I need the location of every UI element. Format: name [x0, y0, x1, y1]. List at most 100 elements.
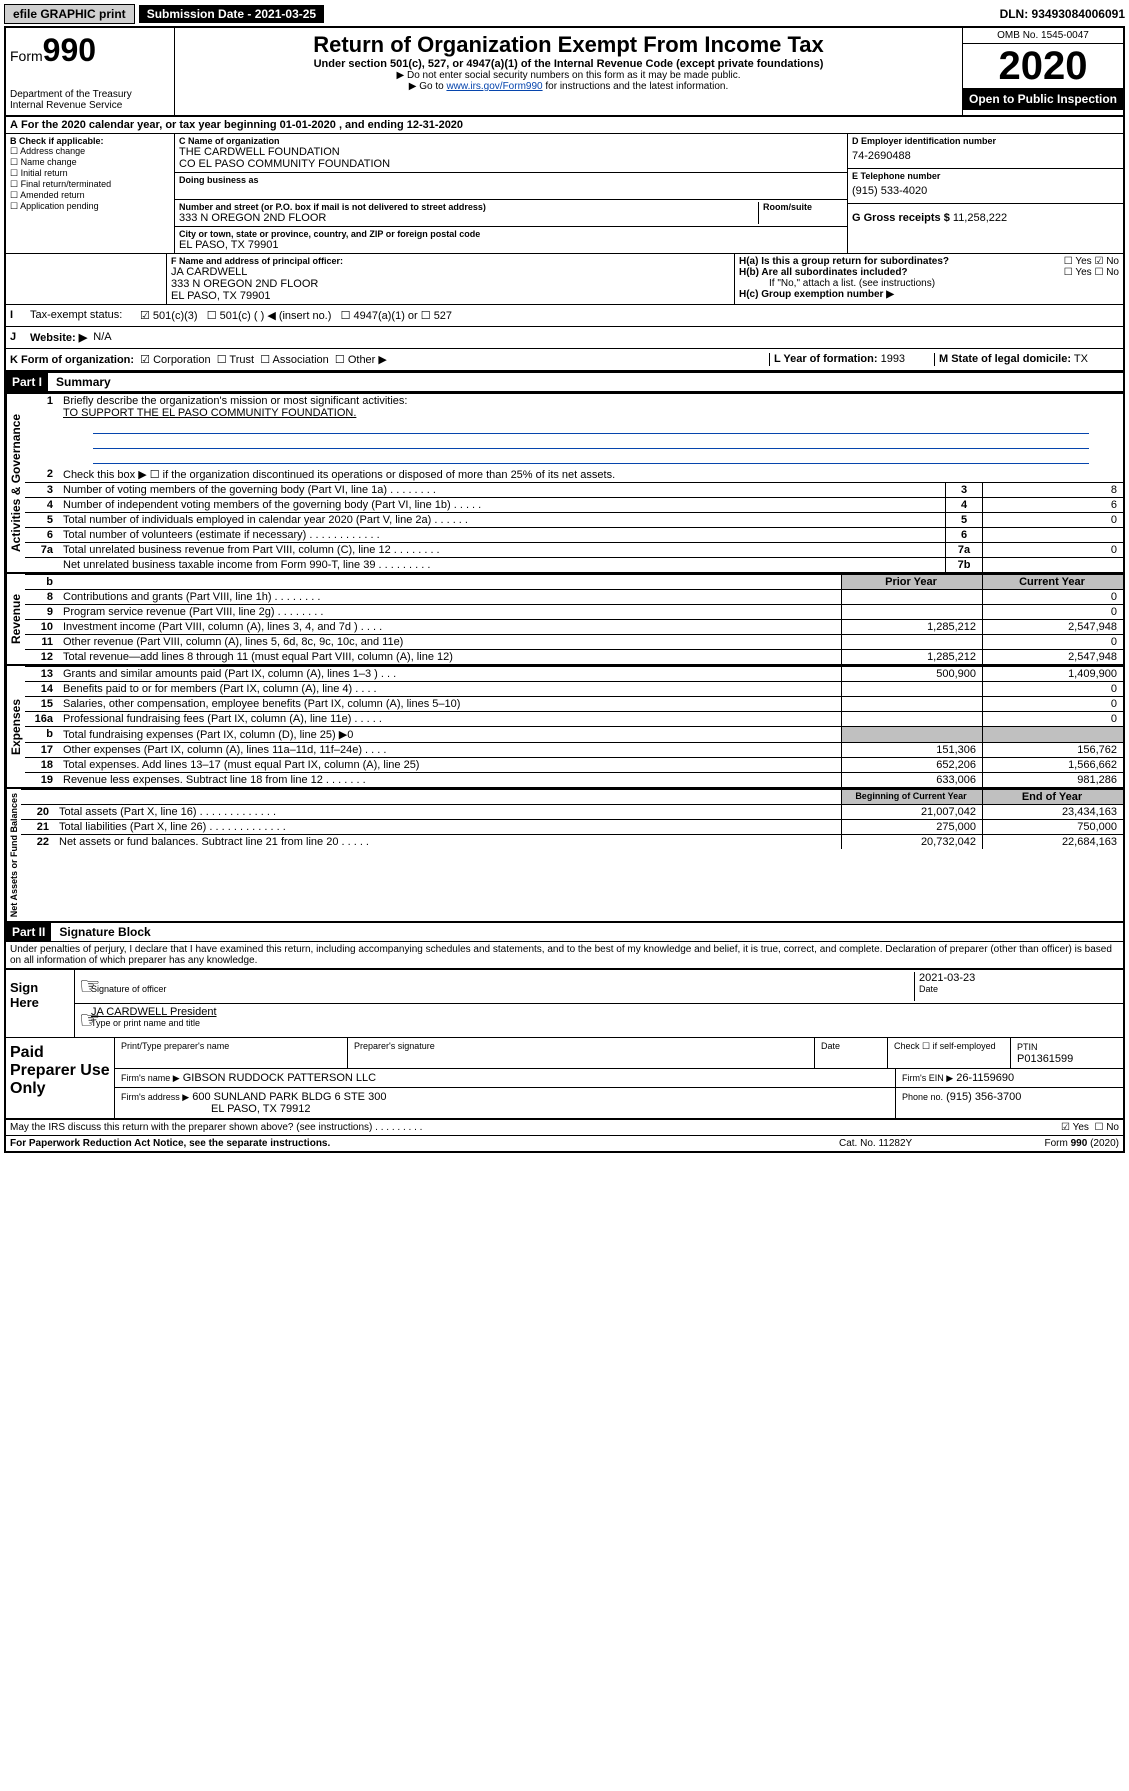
state-domicile: TX: [1074, 353, 1088, 365]
tax-year: 2020: [963, 44, 1123, 88]
hb-no[interactable]: No: [1094, 267, 1119, 278]
sign-date: 2021-03-23: [919, 972, 1119, 984]
table-row: 7aTotal unrelated business revenue from …: [25, 543, 1123, 558]
summary-revenue: Revenue b Prior Year Current Year 8Contr…: [6, 572, 1123, 664]
chk-name-change[interactable]: Name change: [10, 157, 170, 168]
section-fh: F Name and address of principal officer:…: [6, 254, 1123, 305]
form-footer: Form 990 (2020): [999, 1138, 1119, 1149]
table-row: 6Total number of volunteers (estimate if…: [25, 528, 1123, 543]
subtitle-3: ▶ Go to www.irs.gov/Form990 for instruct…: [179, 81, 958, 92]
room-label: Room/suite: [763, 202, 843, 212]
table-row: 16aProfessional fundraising fees (Part I…: [25, 712, 1123, 727]
table-row: 14Benefits paid to or for members (Part …: [25, 682, 1123, 697]
gross-receipts-value: 11,258,222: [953, 212, 1007, 224]
org-name-2: CO EL PASO COMMUNITY FOUNDATION: [179, 158, 843, 170]
h-b: H(b) Are all subordinates included? Yes …: [739, 267, 1119, 278]
table-row: 10Investment income (Part VIII, column (…: [25, 620, 1123, 635]
table-row: Net unrelated business taxable income fr…: [25, 558, 1123, 573]
vert-revenue: Revenue: [6, 574, 25, 664]
chk-initial-return[interactable]: Initial return: [10, 168, 170, 179]
chk-501c[interactable]: 501(c) ( ) ◀ (insert no.): [207, 309, 332, 322]
table-row: 18Total expenses. Add lines 13–17 (must …: [25, 758, 1123, 773]
dept-treasury: Department of the Treasury: [10, 89, 170, 100]
firm-addr1: 600 SUNLAND PARK BLDG 6 STE 300: [192, 1091, 386, 1103]
form-title: Return of Organization Exempt From Incom…: [179, 32, 958, 58]
efile-print-button[interactable]: efile GRAPHIC print: [4, 4, 135, 24]
sign-here-block: Sign Here ☞ Signature of officer 2021-03…: [6, 968, 1123, 1037]
sig-officer-label: Signature of officer: [91, 984, 914, 994]
chk-assoc[interactable]: Association: [260, 354, 329, 366]
hb-yes[interactable]: Yes: [1064, 267, 1092, 278]
cat-no: Cat. No. 11282Y: [839, 1138, 999, 1149]
box-b: B Check if applicable: Address change Na…: [6, 134, 175, 253]
officer-addr1: 333 N OREGON 2ND FLOOR: [171, 278, 730, 290]
table-row: 22Net assets or fund balances. Subtract …: [21, 835, 1123, 850]
table-row: 17Other expenses (Part IX, column (A), l…: [25, 743, 1123, 758]
chk-corp[interactable]: Corporation: [140, 354, 210, 366]
chk-4947[interactable]: 4947(a)(1) or: [341, 309, 418, 322]
phone-value: (915) 533-4020: [852, 181, 1119, 201]
discuss-row: May the IRS discuss this return with the…: [6, 1120, 1123, 1135]
irs-link[interactable]: www.irs.gov/Form990: [446, 81, 542, 92]
dln: DLN: 93493084006091: [1000, 7, 1125, 21]
end-year-hdr: End of Year: [983, 790, 1124, 805]
table-row: 21Total liabilities (Part X, line 26) . …: [21, 820, 1123, 835]
phone-label: E Telephone number: [852, 171, 1119, 181]
h-c: H(c) Group exemption number ▶: [739, 289, 1119, 300]
org-street: 333 N OREGON 2ND FLOOR: [179, 212, 758, 224]
footer: For Paperwork Reduction Act Notice, see …: [6, 1135, 1123, 1151]
chk-self-employed[interactable]: Check ☐ if self-employed: [888, 1038, 1011, 1068]
h-b-note: If "No," attach a list. (see instruction…: [739, 278, 1119, 289]
summary-governance: Activities & Governance 1 Briefly descri…: [6, 392, 1123, 572]
part1-header: Part I Summary: [6, 371, 1123, 392]
officer-name: JA CARDWELL: [171, 266, 730, 278]
perjury-statement: Under penalties of perjury, I declare th…: [6, 942, 1123, 968]
omb-number: OMB No. 1545-0047: [963, 28, 1123, 44]
form-number: Form990: [10, 32, 170, 69]
prior-year-hdr: Prior Year: [842, 575, 983, 590]
subtitle-1: Under section 501(c), 527, or 4947(a)(1)…: [179, 58, 958, 70]
mission-text: TO SUPPORT THE EL PASO COMMUNITY FOUNDAT…: [63, 407, 356, 419]
vert-netassets: Net Assets or Fund Balances: [6, 789, 21, 921]
table-row: 20Total assets (Part X, line 16) . . . .…: [21, 805, 1123, 820]
firm-phone: (915) 356-3700: [946, 1091, 1021, 1103]
current-year-hdr: Current Year: [983, 575, 1124, 590]
dba-label: Doing business as: [179, 175, 843, 185]
irs-label: Internal Revenue Service: [10, 100, 170, 111]
table-row: 8Contributions and grants (Part VIII, li…: [25, 590, 1123, 605]
ptin: P01361599: [1017, 1053, 1073, 1065]
h-a: H(a) Is this a group return for subordin…: [739, 256, 1119, 267]
firm-ein: 26-1159690: [956, 1072, 1014, 1084]
discuss-no[interactable]: No: [1094, 1122, 1119, 1133]
open-public: Open to Public Inspection: [963, 88, 1123, 110]
discuss-yes[interactable]: Yes: [1061, 1122, 1089, 1133]
ha-yes[interactable]: Yes: [1064, 256, 1092, 267]
table-row: bTotal fundraising expenses (Part IX, co…: [25, 727, 1123, 743]
table-row: 11Other revenue (Part VIII, column (A), …: [25, 635, 1123, 650]
table-row: 12Total revenue—add lines 8 through 11 (…: [25, 650, 1123, 665]
ein-value: 74-2690488: [852, 146, 1119, 166]
form-container: Form990 Department of the Treasury Inter…: [4, 26, 1125, 1153]
summary-netassets: Net Assets or Fund Balances Beginning of…: [6, 787, 1123, 921]
table-row: 3Number of voting members of the governi…: [25, 483, 1123, 498]
chk-amended-return[interactable]: Amended return: [10, 190, 170, 201]
ha-no[interactable]: No: [1094, 256, 1119, 267]
chk-other[interactable]: Other ▶: [335, 354, 387, 366]
paid-preparer-block: Paid Preparer Use Only Print/Type prepar…: [6, 1037, 1123, 1120]
tax-exempt-row: I Tax-exempt status: 501(c)(3) 501(c) ( …: [6, 305, 1123, 327]
ein-label: D Employer identification number: [852, 136, 1119, 146]
subtitle-2: ▶ Do not enter social security numbers o…: [179, 70, 958, 81]
officer-addr2: EL PASO, TX 79901: [171, 290, 730, 302]
chk-trust[interactable]: Trust: [217, 354, 254, 366]
chk-final-return[interactable]: Final return/terminated: [10, 179, 170, 190]
table-row: 9Program service revenue (Part VIII, lin…: [25, 605, 1123, 620]
chk-501c3[interactable]: 501(c)(3): [140, 309, 198, 322]
chk-application-pending[interactable]: Application pending: [10, 201, 170, 212]
part2-header: Part II Signature Block: [6, 921, 1123, 942]
table-row: 19Revenue less expenses. Subtract line 1…: [25, 773, 1123, 788]
chk-527[interactable]: 527: [421, 309, 452, 322]
sign-name: JA CARDWELL President: [91, 1006, 1119, 1018]
vert-expenses: Expenses: [6, 666, 25, 787]
chk-address-change[interactable]: Address change: [10, 146, 170, 157]
form-header: Form990 Department of the Treasury Inter…: [6, 28, 1123, 117]
